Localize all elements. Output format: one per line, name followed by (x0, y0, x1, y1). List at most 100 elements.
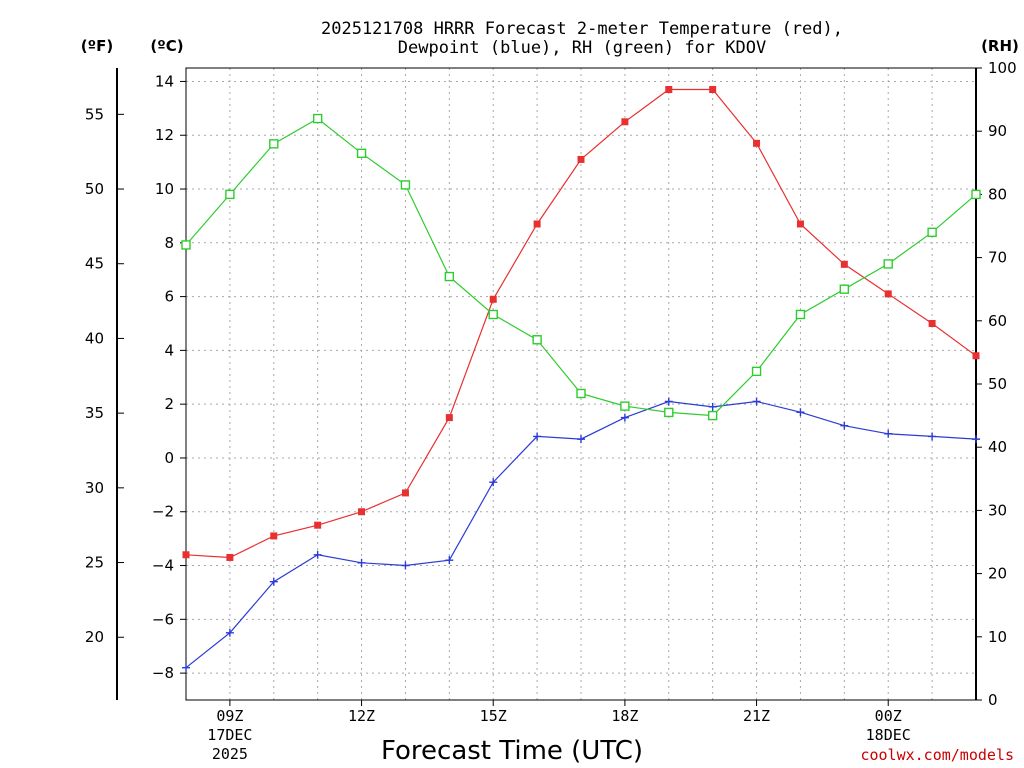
data-point-marker (269, 577, 278, 586)
data-point-marker (840, 421, 849, 430)
celsius-tick-label: 14 (155, 72, 174, 90)
fahrenheit-tick-label: 55 (85, 105, 104, 123)
data-point-marker (753, 139, 761, 147)
data-point-marker (708, 402, 717, 411)
rh-tick-label: 70 (988, 249, 1007, 267)
data-point-marker (314, 521, 322, 529)
rh-tick-label: 40 (988, 438, 1007, 456)
data-point-marker (577, 435, 585, 444)
data-point-marker (577, 155, 585, 163)
rh-tick-label: 20 (988, 565, 1007, 583)
fahrenheit-tick-label: 30 (85, 479, 104, 497)
data-point-marker (444, 271, 455, 282)
data-point-marker (533, 220, 541, 228)
series-dewpoint (182, 397, 980, 672)
x-tick-label: 21Z (743, 707, 770, 725)
fahrenheit-tick-label: 20 (85, 628, 104, 646)
data-point-marker (840, 260, 848, 268)
celsius-tick-label: −2 (152, 503, 174, 521)
x-tick-label: 18Z (611, 707, 638, 725)
data-point-marker (707, 410, 718, 421)
data-point-marker (796, 220, 804, 228)
celsius-unit-label: (ºC) (150, 37, 183, 55)
rh-tick-label: 60 (988, 312, 1007, 330)
data-point-marker (401, 489, 409, 497)
fahrenheit-unit-label: (ºF) (81, 37, 113, 55)
data-point-marker (709, 86, 717, 94)
data-point-marker (225, 189, 235, 200)
data-point-marker (356, 148, 367, 159)
data-series (181, 86, 981, 672)
data-point-marker (928, 432, 937, 441)
data-point-marker (576, 388, 586, 399)
data-point-marker (621, 118, 629, 126)
rh-tick-label: 80 (988, 185, 1007, 203)
credit-text: coolwx.com/models (860, 746, 1014, 764)
data-point-marker (489, 478, 498, 487)
data-point-marker (400, 180, 411, 190)
celsius-tick-label: −6 (152, 610, 174, 628)
x-tick-label: 18DEC (866, 726, 911, 744)
data-point-marker (665, 86, 673, 94)
rh-tick-label: 50 (988, 375, 1007, 393)
data-point-marker (401, 561, 410, 570)
celsius-tick-label: 8 (164, 234, 174, 252)
data-point-marker (796, 408, 805, 417)
rh-tick-label: 10 (988, 628, 1007, 646)
x-axis-title: Forecast Time (UTC) (381, 736, 643, 766)
rh-tick-label: 0 (988, 691, 998, 709)
data-point-marker (226, 553, 234, 561)
data-point-marker (313, 550, 322, 559)
data-point-marker (928, 319, 936, 327)
data-point-marker (445, 414, 453, 422)
x-tick-label: 09Z (216, 707, 243, 725)
data-point-marker (883, 259, 893, 269)
fahrenheit-tick-label: 50 (85, 180, 104, 198)
fahrenheit-tick-label: 25 (85, 554, 104, 572)
celsius-tick-label: 2 (164, 395, 174, 413)
data-point-marker (972, 352, 980, 360)
celsius-tick-label: 12 (155, 126, 174, 144)
x-tick-label: 15Z (480, 707, 507, 725)
rh-tick-label: 90 (988, 122, 1007, 140)
fahrenheit-tick-label: 40 (85, 329, 104, 347)
celsius-tick-label: 4 (164, 341, 174, 359)
data-point-marker (620, 401, 630, 411)
celsius-tick-label: 6 (164, 288, 174, 306)
data-point-marker (839, 284, 850, 294)
data-point-marker (795, 309, 806, 320)
data-point-marker (751, 366, 762, 377)
data-point-marker (445, 556, 454, 565)
data-point-marker (225, 628, 234, 637)
chart-title-line-2: Dewpoint (blue), RH (green) for KDOV (398, 38, 766, 58)
data-point-marker (664, 397, 673, 406)
data-point-marker (752, 397, 761, 406)
data-point-marker (620, 413, 629, 422)
series-2-meter-temperature (182, 86, 980, 561)
fahrenheit-tick-label: 45 (85, 255, 104, 273)
data-point-marker (182, 663, 190, 672)
data-point-marker (972, 435, 980, 444)
data-point-marker (270, 532, 278, 540)
rh-tick-label: 100 (988, 59, 1017, 77)
celsius-tick-label: −8 (152, 664, 174, 682)
x-tick-label: 2025 (212, 745, 248, 763)
data-point-marker (884, 290, 892, 298)
data-point-marker (181, 240, 191, 250)
data-point-marker (358, 508, 366, 516)
x-tick-label: 12Z (348, 707, 375, 725)
x-tick-label: 17DEC (207, 726, 252, 744)
data-point-marker (532, 335, 542, 345)
celsius-tick-label: 10 (155, 180, 174, 198)
data-point-marker (927, 227, 937, 238)
data-point-marker (269, 139, 279, 149)
data-point-marker (489, 295, 497, 303)
data-point-marker (884, 429, 893, 438)
data-point-marker (312, 113, 323, 124)
x-tick-label: 00Z (875, 707, 902, 725)
fahrenheit-tick-label: 35 (85, 404, 104, 422)
data-point-marker (357, 558, 366, 567)
axes: 14121086420−2−4−6−8555045403530252010090… (85, 59, 1017, 709)
